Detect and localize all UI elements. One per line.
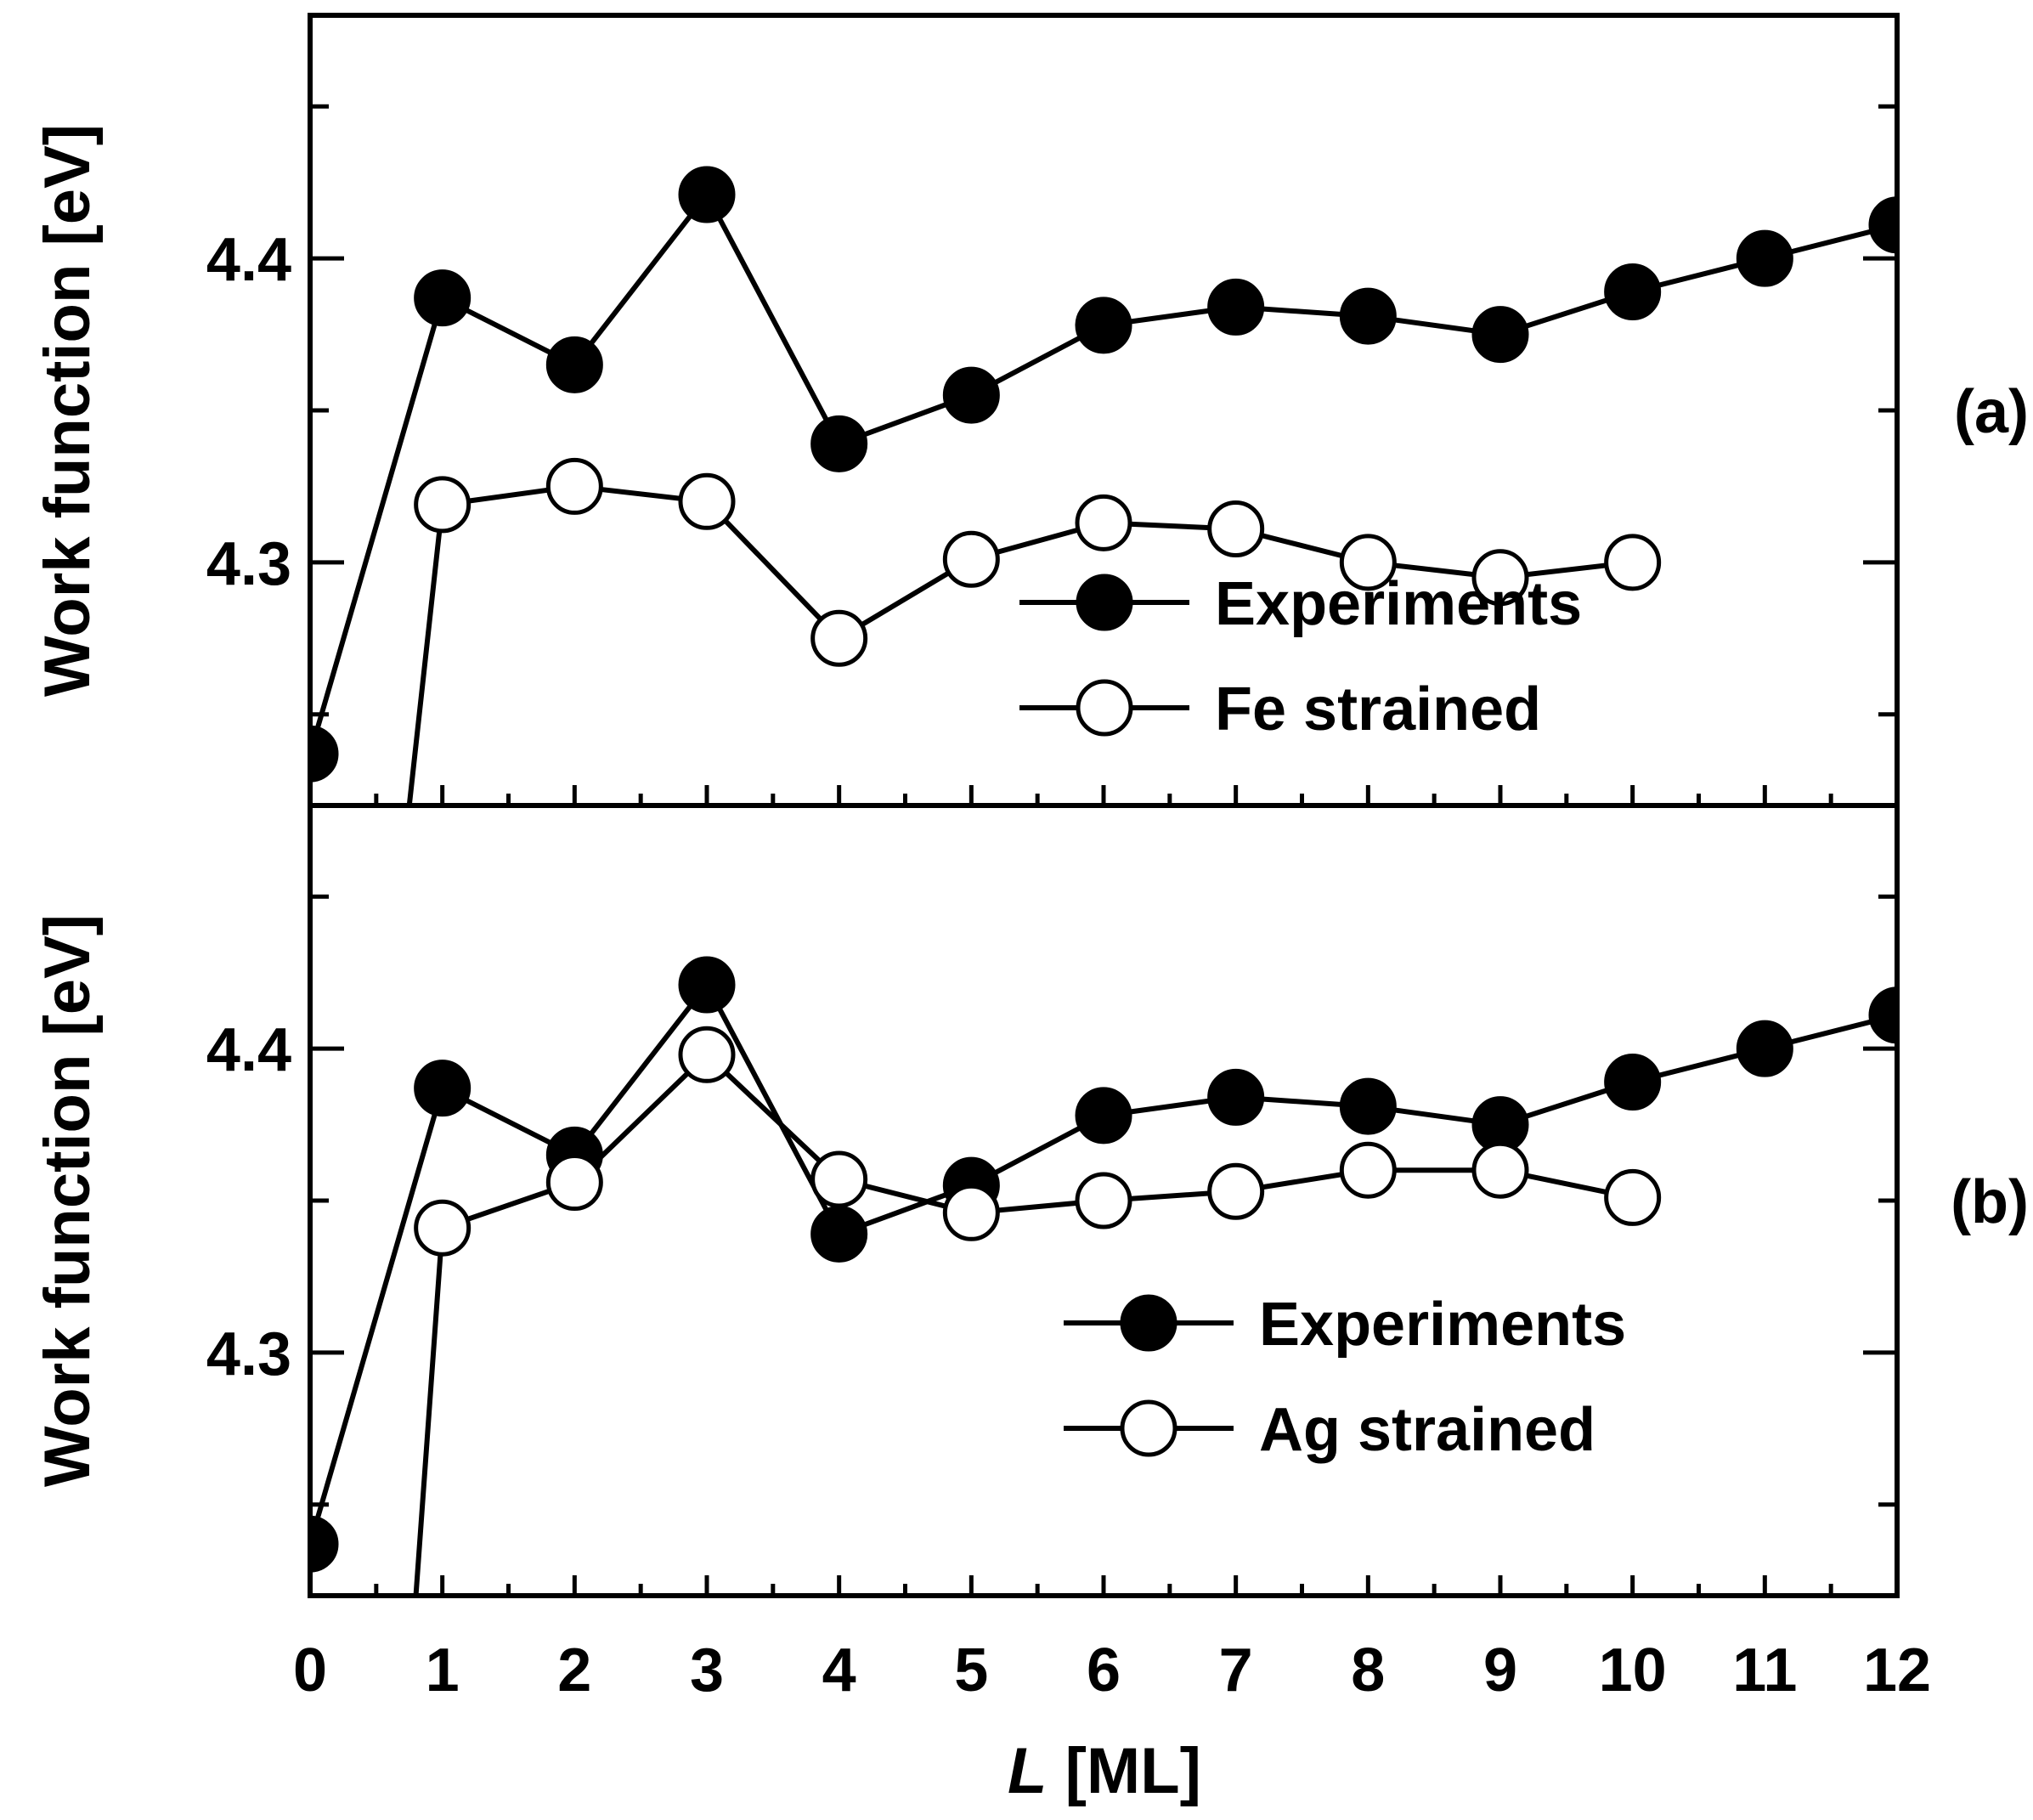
y-axis-label: Work function [eV] [31, 124, 104, 697]
panel-a: 4.3 4.4 Work function [eV] (a) Experiments Fe… [31, 13, 2029, 808]
data-point-experiments [1207, 1068, 1265, 1126]
data-point-experiments [1604, 1054, 1662, 1111]
x-axis-label: L [ML] [1008, 1735, 1201, 1807]
x-tick-label: 10 [1599, 1636, 1667, 1704]
data-point-experiments [1207, 278, 1265, 336]
data-point-experiments [678, 166, 736, 223]
plot-frame [308, 803, 1900, 1598]
data-point-experiments [310, 1515, 339, 1573]
y-tick-label: 4.4 [206, 1016, 291, 1084]
series-line-experiments [310, 982, 1897, 1546]
legend: Experiments Fe strained [1019, 570, 1582, 743]
x-axis-label-unit: [ML] [1047, 1735, 1200, 1807]
x-tick-label: 8 [1351, 1636, 1385, 1704]
series-line-fe-strained [406, 483, 1634, 805]
x-tick-label: 7 [1219, 1636, 1253, 1704]
data-point-fe-strained [414, 476, 472, 534]
data-point-experiments [310, 725, 339, 783]
data-point-experiments [678, 956, 736, 1014]
data-point-experiments [1736, 229, 1793, 287]
panel-b: 4.3 4.4 Work function [eV] (b) Experiments Ag… [31, 803, 2029, 1598]
x-tick-label: 2 [557, 1636, 591, 1704]
legend-label: Experiments [1215, 570, 1582, 638]
data-point-fe-strained [1604, 534, 1662, 591]
legend-marker-filled [1076, 574, 1133, 631]
data-point-experiments [1075, 297, 1132, 354]
legend-label: Ag strained [1259, 1396, 1595, 1464]
panel-label: (a) [1954, 378, 2029, 446]
y-axis-label: Work function [eV] [31, 914, 104, 1487]
y-tick-label: 4.3 [206, 530, 291, 598]
y-tick-label: 4.3 [206, 1320, 291, 1388]
data-point-ag-strained [810, 1150, 868, 1208]
data-point-experiments [545, 336, 603, 393]
data-point-experiments [1339, 1077, 1397, 1135]
legend-label: Experiments [1259, 1291, 1626, 1359]
data-point-experiments [810, 415, 868, 472]
x-tick-label: 1 [426, 1636, 460, 1704]
x-tick-labels: 0 1 2 3 4 5 6 7 8 9 10 11 12 [293, 1636, 1931, 1704]
x-tick-label: 4 [822, 1636, 856, 1704]
data-point-ag-strained [678, 1026, 736, 1083]
y-tick-label: 4.4 [206, 226, 291, 294]
panel-label: (b) [1951, 1168, 2029, 1236]
x-tick-label: 0 [293, 1636, 327, 1704]
data-point-fe-strained [678, 472, 736, 530]
data-point-experiments [1075, 1087, 1132, 1145]
legend-marker-filled [1120, 1294, 1177, 1352]
legend-marker-open [1076, 679, 1133, 737]
data-point-experiments [414, 1060, 472, 1117]
plot-area [310, 166, 1897, 805]
data-point-fe-strained [1471, 549, 1529, 607]
data-point-fe-strained [942, 530, 1000, 588]
data-point-ag-strained [1471, 1141, 1529, 1199]
data-point-experiments [942, 366, 1000, 424]
data-point-ag-strained [1075, 1172, 1132, 1229]
data-point-experiments [810, 1205, 868, 1263]
data-point-ag-strained [1339, 1141, 1397, 1199]
data-point-experiments [1868, 986, 1897, 1044]
legend: Experiments Ag strained [1064, 1291, 1626, 1464]
data-point-experiments [1339, 287, 1397, 345]
x-tick-label: 3 [690, 1636, 724, 1704]
data-point-ag-strained [545, 1154, 603, 1212]
data-point-fe-strained [1207, 500, 1265, 557]
data-point-experiments [1604, 263, 1662, 320]
data-point-experiments [1736, 1020, 1793, 1077]
data-point-ag-strained [1604, 1168, 1662, 1226]
data-point-fe-strained [1075, 494, 1132, 551]
x-tick-label: 9 [1483, 1636, 1517, 1704]
x-tick-label: 12 [1863, 1636, 1931, 1704]
legend-label: Fe strained [1215, 675, 1541, 743]
data-point-experiments [1868, 196, 1897, 254]
series-line-experiments [310, 192, 1897, 755]
data-point-fe-strained [545, 457, 603, 515]
data-point-fe-strained [810, 609, 868, 667]
data-point-ag-strained [1207, 1162, 1265, 1220]
data-point-ag-strained [414, 1199, 472, 1257]
data-point-experiments [414, 269, 472, 327]
x-tick-label: 11 [1732, 1636, 1797, 1704]
x-tick-label: 5 [954, 1636, 988, 1704]
data-point-experiments [1471, 306, 1529, 364]
plot-area [310, 956, 1897, 1596]
data-point-ag-strained [942, 1184, 1000, 1241]
x-tick-label: 6 [1087, 1636, 1121, 1704]
data-point-fe-strained [1339, 534, 1397, 591]
legend-marker-open [1120, 1399, 1177, 1457]
x-axis-label-italic: L [1008, 1735, 1047, 1807]
